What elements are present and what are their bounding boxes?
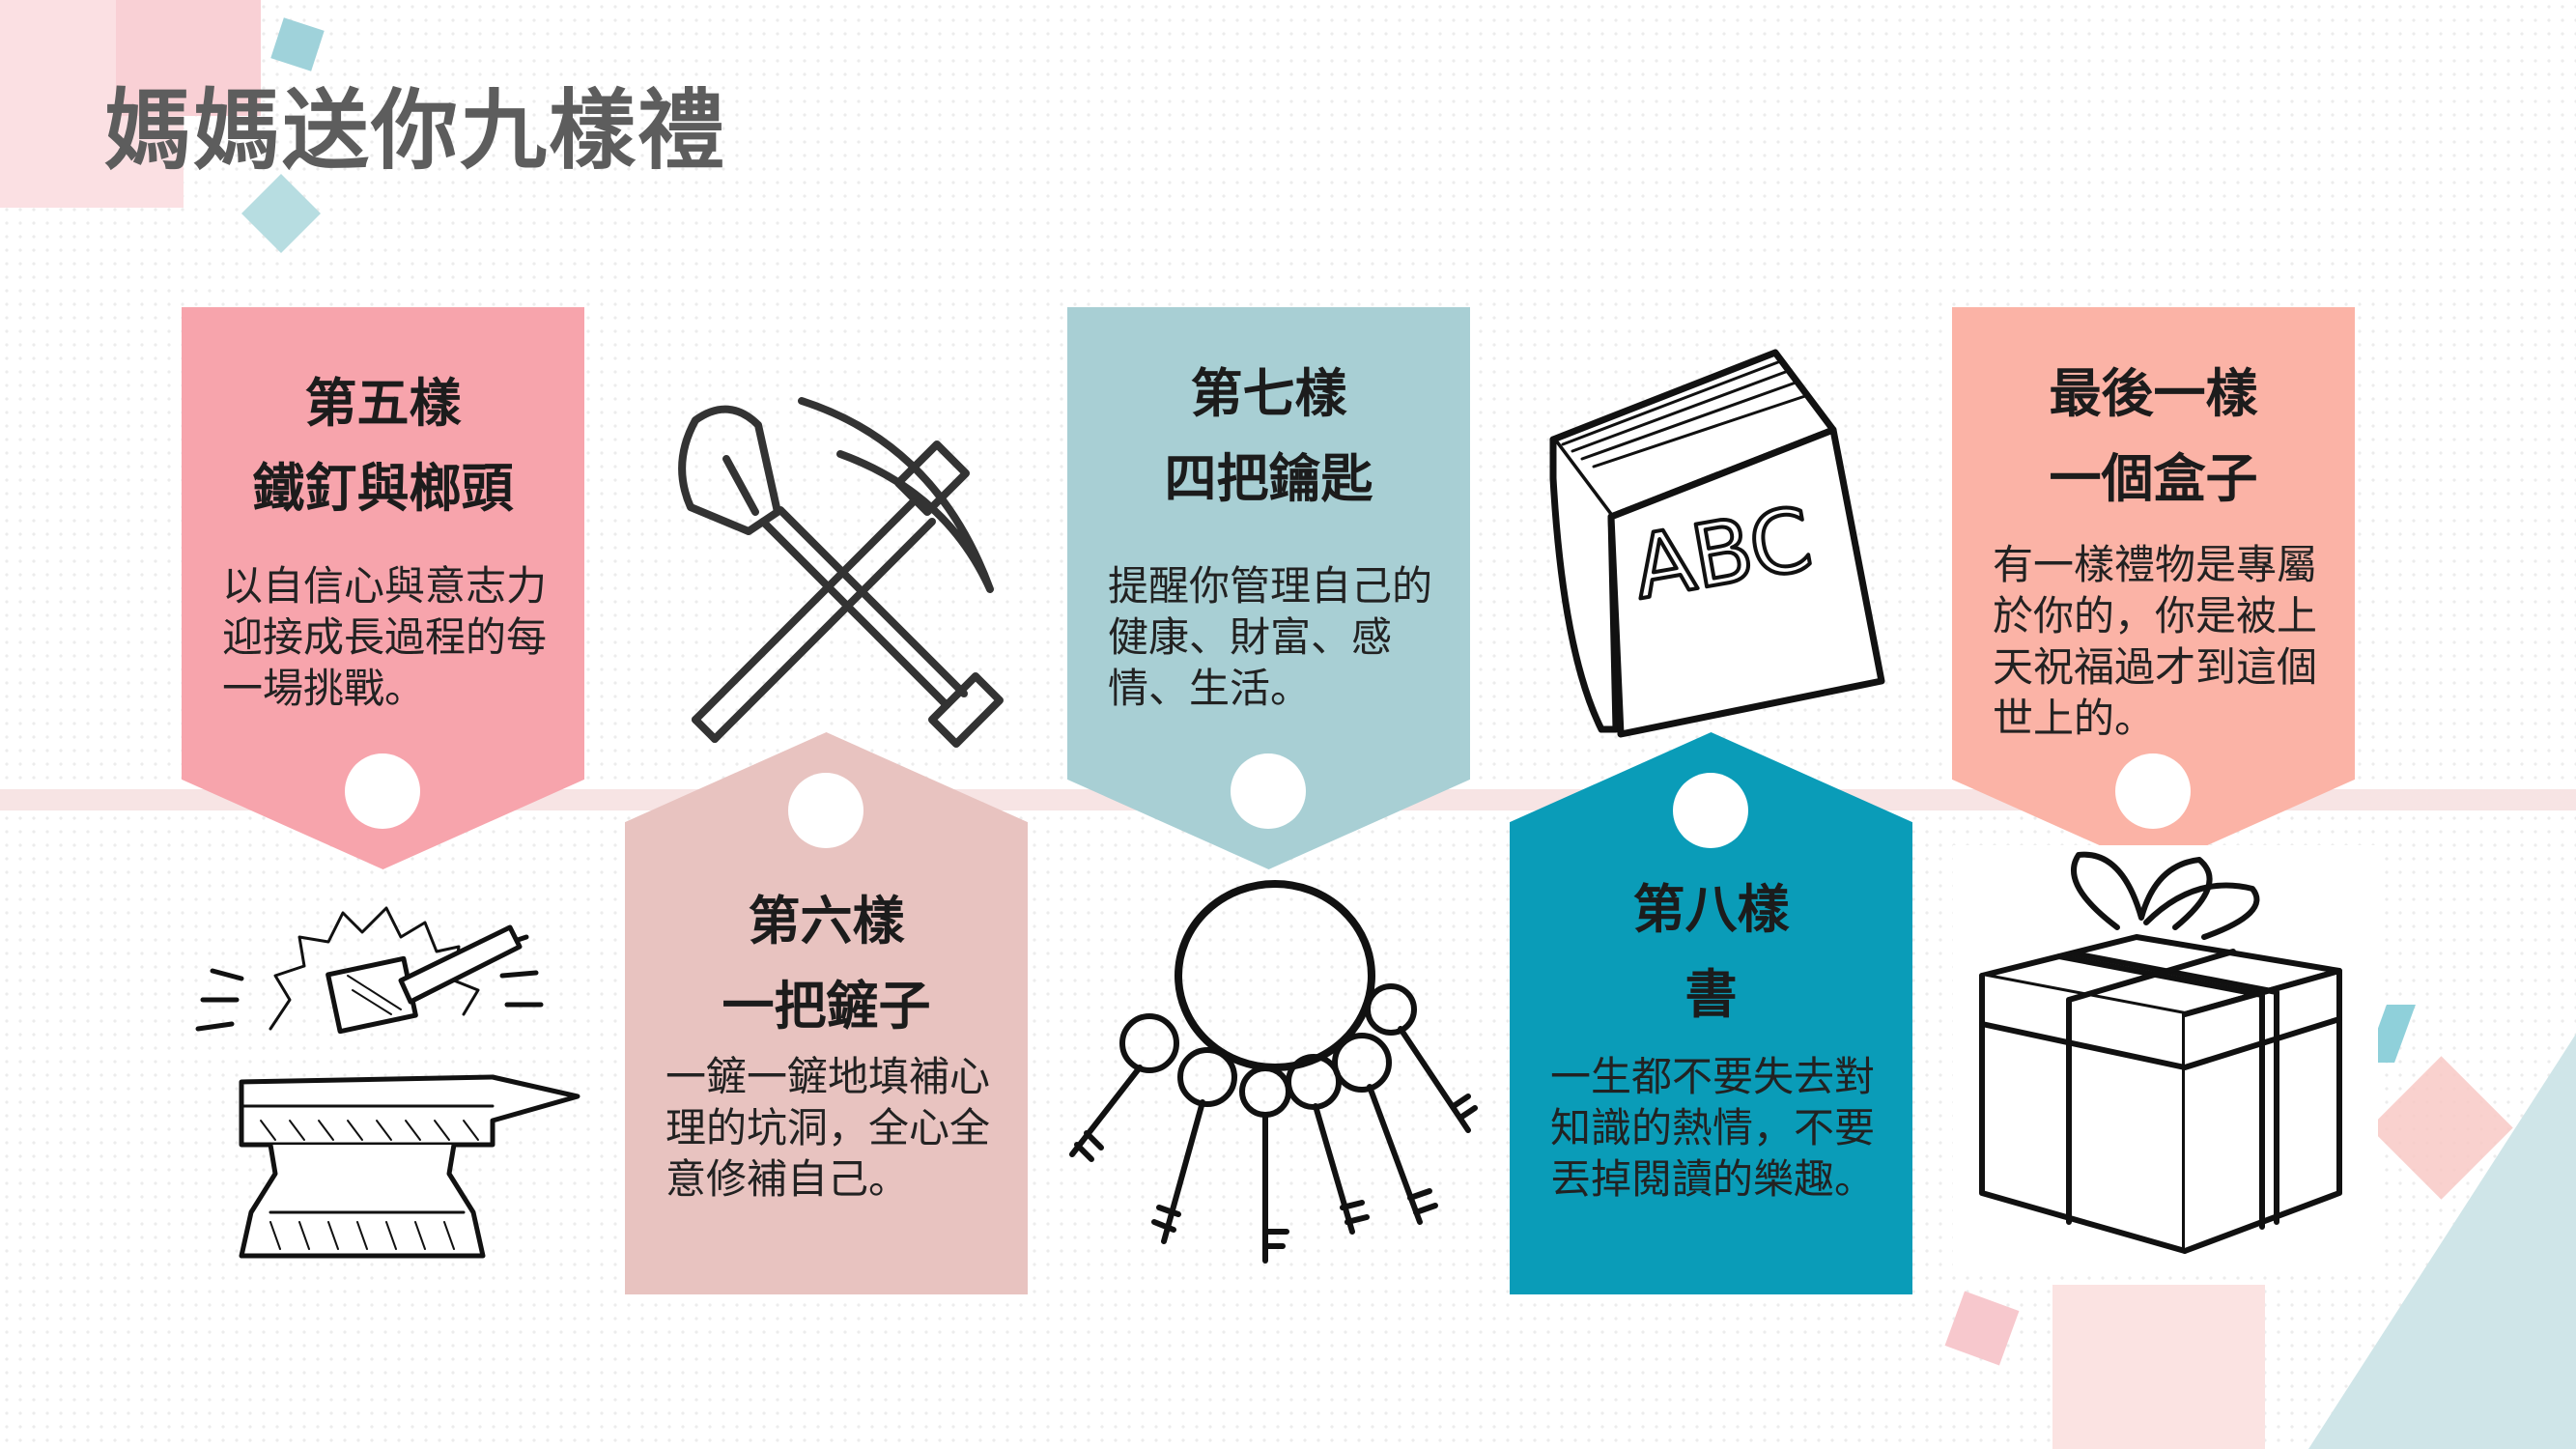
- deco-pink-block-bottom: [2052, 1285, 2265, 1449]
- anvil-hammer-icon: [184, 884, 589, 1270]
- tag-hole: [1231, 753, 1306, 829]
- gift-card-6: 第六樣 一把鏟子 一鏟一鏟地填補心理的坑洞，全心全意修補自己。: [625, 732, 1028, 1294]
- gift-number: 第五樣: [304, 373, 462, 434]
- deco-teal-diamond: [241, 173, 322, 254]
- gift-heading: 第五樣 鐵釘與榔頭: [182, 361, 584, 531]
- gift-name: 四把鑰匙: [1164, 448, 1373, 509]
- deco-pink-square: [116, 0, 261, 116]
- gift-card-7: 第七樣 四把鑰匙 提醒你管理自己的健康、財富、感情、生活。: [1067, 307, 1470, 869]
- gift-heading: 第八樣 書: [1510, 867, 1912, 1037]
- gift-name: 一個盒子: [2049, 448, 2258, 509]
- gift-name: 書: [1684, 964, 1738, 1025]
- tag-hole: [788, 773, 863, 848]
- tag-hole: [345, 753, 420, 829]
- tag-hole: [1673, 773, 1748, 848]
- deco-pink-square-small: [1944, 1291, 2020, 1366]
- gift-heading: 第七樣 四把鑰匙: [1067, 352, 1470, 522]
- gift-number: 第七樣: [1190, 363, 1347, 424]
- gift-description: 一鏟一鏟地填補心理的坑洞，全心全意修補自己。: [665, 1053, 991, 1203]
- gift-name: 鐵釘與榔頭: [252, 458, 514, 519]
- page-title: 媽媽送你九樣禮: [104, 80, 726, 182]
- gift-heading: 第六樣 一把鏟子: [625, 879, 1028, 1049]
- gift-description: 有一樣禮物是專屬於你的，你是被上天祝福過才到這個世上的。: [1993, 541, 2318, 742]
- gift-description: 提醒你管理自己的健康、財富、感情、生活。: [1108, 562, 1433, 712]
- gift-heading: 最後一樣 一個盒子: [1952, 352, 2355, 522]
- gift-name: 一把鏟子: [722, 976, 931, 1037]
- gift-card-5: 第五樣 鐵釘與榔頭 以自信心與意志力迎接成長過程的每一場挑戰。: [182, 307, 584, 869]
- gift-number: 最後一樣: [2049, 363, 2258, 424]
- shovel-pickaxe-icon: [657, 386, 1014, 753]
- gift-box-icon: [1953, 845, 2378, 1270]
- gift-card-8: 第八樣 書 一生都不要失去對知識的熱情，不要丟掉閱讀的樂趣。: [1510, 732, 1912, 1294]
- key-ring-icon: [1062, 874, 1487, 1280]
- gift-description: 以自信心與意志力迎接成長過程的每一場挑戰。: [222, 562, 548, 712]
- tag-hole: [2115, 753, 2191, 829]
- gift-card-last: 最後一樣 一個盒子 有一樣禮物是專屬於你的，你是被上天祝福過才到這個世上的。: [1952, 307, 2355, 869]
- gift-number: 第八樣: [1632, 879, 1790, 940]
- gift-number: 第六樣: [748, 891, 905, 952]
- gift-description: 一生都不要失去對知識的熱情，不要丟掉閱讀的樂趣。: [1550, 1053, 1876, 1203]
- abc-book-icon: ABC: [1543, 343, 1891, 739]
